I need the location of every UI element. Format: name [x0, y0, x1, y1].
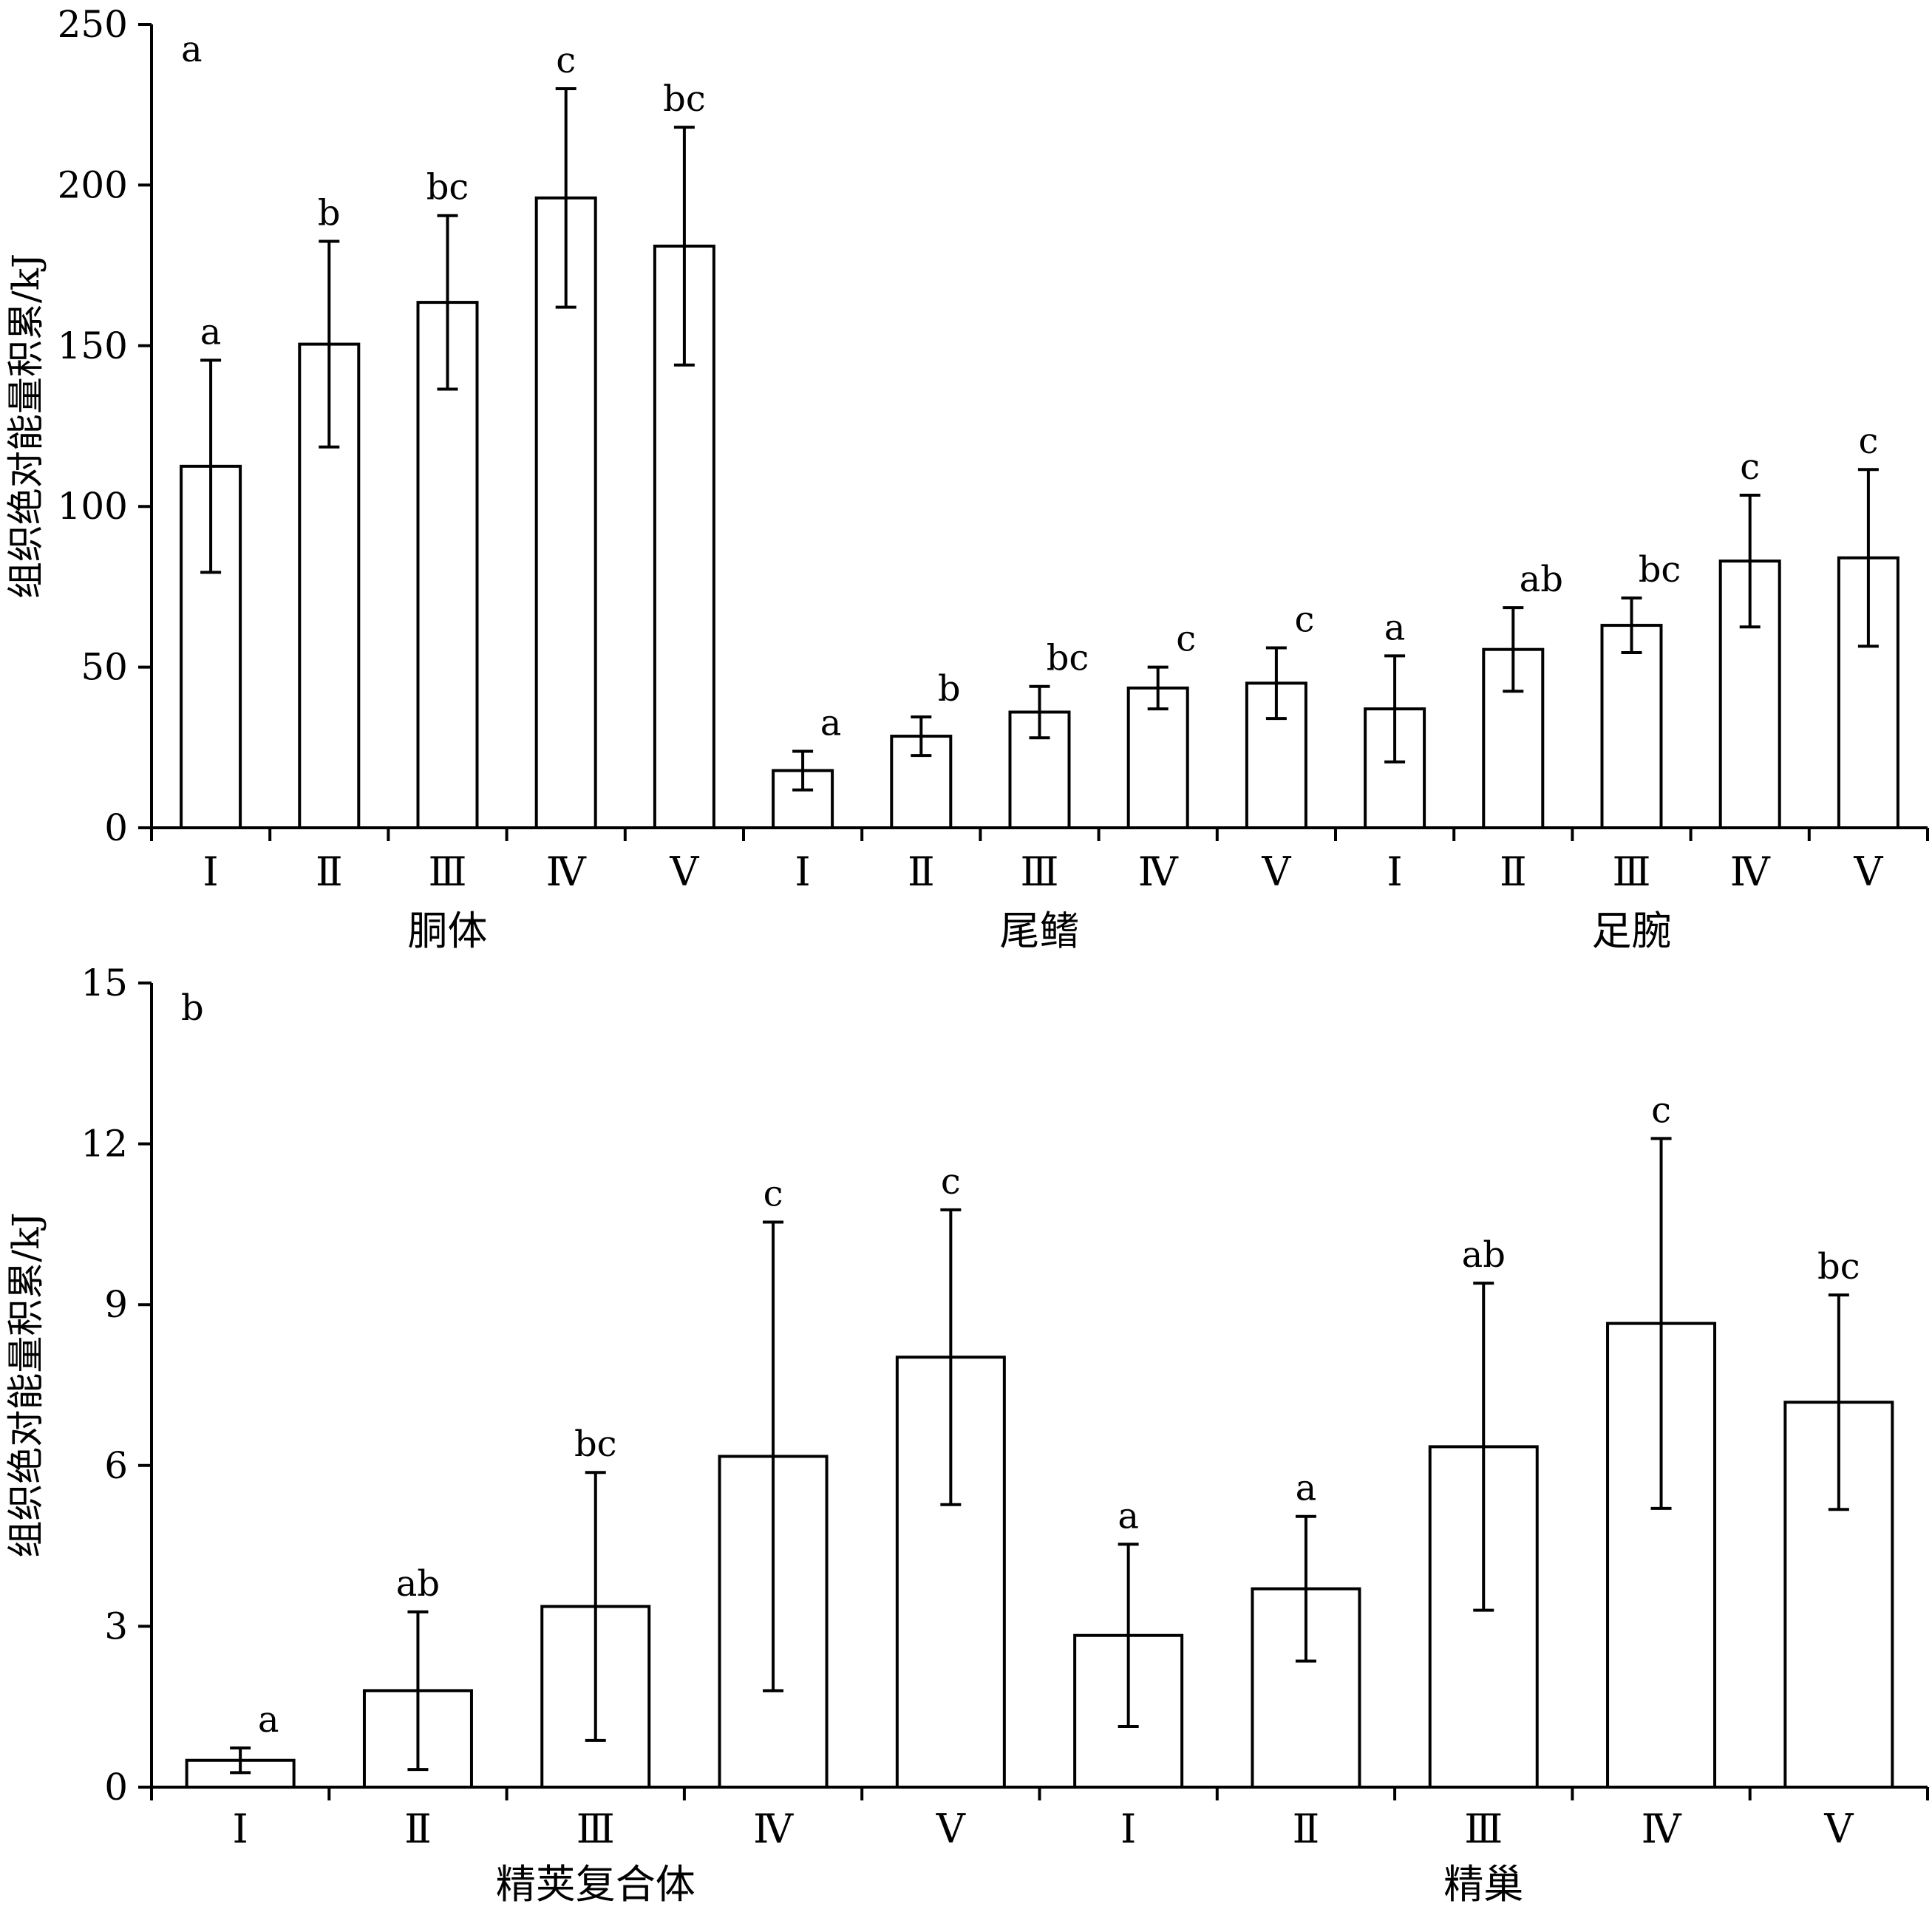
y-tick-label: 0 [104, 1766, 128, 1809]
x-category-label: Ⅴ [1853, 848, 1883, 895]
x-category-label: Ⅱ [404, 1806, 432, 1852]
panel-label: b [181, 987, 204, 1029]
x-category-label: Ⅲ [1020, 848, 1058, 895]
significance-letter: c [1651, 1089, 1671, 1131]
x-category-label: Ⅱ [316, 848, 343, 895]
significance-letter: a [820, 703, 842, 744]
y-tick-label: 200 [58, 163, 128, 206]
significance-letter: bc [574, 1424, 617, 1465]
bar [1600, 624, 1663, 829]
significance-letter: ab [1520, 559, 1563, 600]
x-category-label: Ⅴ [1823, 1806, 1854, 1852]
significance-letter: c [1176, 619, 1196, 660]
significance-letter: a [200, 311, 222, 353]
x-category-label: Ⅰ [795, 848, 810, 895]
significance-letter: bc [1639, 549, 1681, 591]
significance-letter: a [1384, 607, 1406, 648]
x-category-label: Ⅴ [936, 1806, 966, 1852]
x-category-label: Ⅳ [1642, 1806, 1682, 1852]
group-label: 胴体 [408, 908, 488, 954]
x-category-label: Ⅳ [753, 1806, 794, 1852]
y-tick-label: 0 [104, 806, 128, 849]
y-tick-label: 150 [58, 324, 128, 367]
significance-letter: c [1740, 446, 1760, 488]
x-category-label: Ⅰ [1120, 1806, 1136, 1852]
significance-letter: c [763, 1173, 783, 1214]
x-category-label: Ⅰ [232, 1806, 248, 1852]
significance-letter: a [258, 1699, 279, 1741]
x-category-label: Ⅱ [1293, 1806, 1320, 1852]
x-category-label: Ⅱ [908, 848, 935, 895]
x-category-label: Ⅳ [1138, 848, 1179, 895]
x-category-label: Ⅴ [1261, 848, 1291, 895]
x-category-label: Ⅲ [1464, 1806, 1503, 1852]
x-category-label: Ⅰ [203, 848, 218, 895]
y-axis-title: 组织绝对能量积累/kJ [4, 254, 47, 599]
x-category-label: Ⅲ [1612, 848, 1650, 895]
y-tick-label: 100 [58, 485, 128, 528]
x-category-label: Ⅳ [1730, 848, 1771, 895]
significance-letter: bc [1047, 638, 1089, 679]
y-tick-label: 15 [81, 962, 128, 1004]
y-tick-label: 3 [104, 1605, 128, 1647]
group-label: 精荚复合体 [496, 1861, 695, 1908]
significance-letter: c [1858, 421, 1878, 462]
significance-letter: c [941, 1161, 961, 1203]
x-category-label: Ⅳ [546, 848, 587, 895]
significance-letter: b [318, 192, 341, 234]
y-tick-label: 12 [81, 1123, 128, 1166]
x-category-label: Ⅱ [1500, 848, 1527, 895]
significance-letter: b [938, 668, 961, 710]
significance-letter: a [1118, 1495, 1139, 1537]
significance-letter: bc [1817, 1246, 1860, 1288]
y-tick-label: 9 [104, 1283, 128, 1326]
panel-label: a [181, 29, 203, 70]
significance-letter: a [1296, 1468, 1317, 1509]
y-tick-label: 250 [58, 3, 128, 46]
group-label: 精巢 [1443, 1861, 1523, 1908]
y-tick-label: 50 [81, 646, 128, 689]
group-label: 足腕 [1592, 908, 1672, 954]
x-category-label: Ⅲ [576, 1806, 615, 1852]
x-category-label: Ⅰ [1387, 848, 1402, 895]
bar [1126, 686, 1189, 829]
significance-letter: ab [1462, 1234, 1506, 1276]
y-axis-title: 组织绝对能量积累/kJ [4, 1212, 47, 1557]
significance-letter: bc [663, 78, 706, 120]
y-tick-label: 6 [104, 1444, 128, 1487]
significance-letter: c [556, 40, 576, 81]
group-label: 尾鳍 [1000, 908, 1080, 954]
significance-letter: c [1294, 599, 1314, 641]
x-category-label: Ⅴ [669, 848, 699, 895]
significance-letter: bc [426, 167, 469, 208]
significance-letter: ab [396, 1563, 440, 1605]
x-category-label: Ⅲ [428, 848, 466, 895]
